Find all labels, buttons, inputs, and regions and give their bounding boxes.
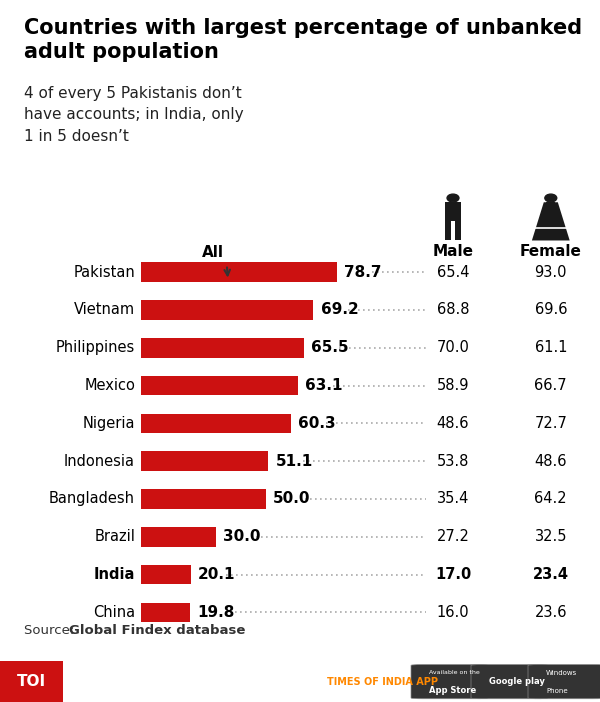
Text: 68.8: 68.8 bbox=[437, 303, 469, 317]
Text: Philippines: Philippines bbox=[56, 340, 135, 355]
Bar bbox=[141, 527, 216, 547]
Text: Male: Male bbox=[433, 244, 473, 259]
Bar bbox=[141, 263, 337, 282]
Text: 35.4: 35.4 bbox=[437, 491, 469, 506]
Text: 63.1: 63.1 bbox=[305, 378, 343, 393]
Circle shape bbox=[447, 194, 459, 202]
Text: Female: Female bbox=[520, 244, 582, 259]
Text: 16.0: 16.0 bbox=[437, 605, 469, 620]
Text: 23.4: 23.4 bbox=[533, 567, 569, 582]
Text: Brazil: Brazil bbox=[94, 529, 135, 544]
Text: India: India bbox=[94, 567, 135, 582]
FancyBboxPatch shape bbox=[411, 665, 488, 698]
Text: Global Findex database: Global Findex database bbox=[69, 623, 245, 637]
FancyBboxPatch shape bbox=[544, 229, 549, 241]
FancyBboxPatch shape bbox=[471, 665, 548, 698]
Text: 48.6: 48.6 bbox=[437, 416, 469, 431]
Circle shape bbox=[545, 194, 557, 202]
Text: All: All bbox=[202, 245, 224, 260]
Text: 17.0: 17.0 bbox=[435, 567, 471, 582]
Text: China: China bbox=[93, 605, 135, 620]
FancyBboxPatch shape bbox=[455, 220, 461, 241]
Text: 23.6: 23.6 bbox=[535, 605, 567, 620]
Text: 65.4: 65.4 bbox=[437, 265, 469, 279]
Text: 65.5: 65.5 bbox=[311, 340, 349, 355]
Text: 4 of every 5 Pakistanis don’t
have accounts; in India, only
1 in 5 doesn’t: 4 of every 5 Pakistanis don’t have accou… bbox=[24, 86, 244, 144]
Text: 30.0: 30.0 bbox=[223, 529, 260, 544]
Text: Phone: Phone bbox=[546, 687, 568, 694]
FancyBboxPatch shape bbox=[445, 220, 451, 241]
Text: 60.3: 60.3 bbox=[298, 416, 336, 431]
Text: 51.1: 51.1 bbox=[275, 453, 313, 469]
Text: Google play: Google play bbox=[489, 677, 545, 686]
Bar bbox=[141, 489, 265, 509]
FancyBboxPatch shape bbox=[547, 202, 555, 221]
Bar bbox=[141, 451, 268, 471]
Text: 70.0: 70.0 bbox=[437, 340, 469, 355]
Text: 69.2: 69.2 bbox=[320, 303, 358, 317]
Text: 66.7: 66.7 bbox=[535, 378, 567, 393]
Text: Available on the: Available on the bbox=[429, 670, 480, 675]
Text: 61.1: 61.1 bbox=[535, 340, 567, 355]
Text: 48.6: 48.6 bbox=[535, 453, 567, 469]
Text: Mexico: Mexico bbox=[84, 378, 135, 393]
Text: 19.8: 19.8 bbox=[197, 605, 235, 620]
Text: FOR MORE  INFOGRAPHICS DOWNLOAD: FOR MORE INFOGRAPHICS DOWNLOAD bbox=[72, 677, 290, 687]
Text: 53.8: 53.8 bbox=[437, 453, 469, 469]
Text: 64.2: 64.2 bbox=[535, 491, 567, 506]
Text: 69.6: 69.6 bbox=[535, 303, 567, 317]
Bar bbox=[141, 376, 298, 395]
Text: Source:: Source: bbox=[24, 623, 79, 637]
Text: Countries with largest percentage of unbanked
adult population: Countries with largest percentage of unb… bbox=[24, 18, 582, 62]
Text: Indonesia: Indonesia bbox=[64, 453, 135, 469]
Text: Vietnam: Vietnam bbox=[74, 303, 135, 317]
Text: 20.1: 20.1 bbox=[198, 567, 236, 582]
Text: 93.0: 93.0 bbox=[535, 265, 567, 279]
Bar bbox=[141, 300, 313, 320]
Text: Bangladesh: Bangladesh bbox=[49, 491, 135, 506]
Bar bbox=[0, 661, 63, 702]
Bar bbox=[141, 564, 191, 584]
Text: 72.7: 72.7 bbox=[535, 416, 567, 431]
Text: 27.2: 27.2 bbox=[437, 529, 469, 544]
Text: 32.5: 32.5 bbox=[535, 529, 567, 544]
Text: Pakistan: Pakistan bbox=[73, 265, 135, 279]
FancyBboxPatch shape bbox=[445, 201, 461, 220]
Bar bbox=[141, 413, 291, 433]
Text: 78.7: 78.7 bbox=[344, 265, 382, 279]
Text: 58.9: 58.9 bbox=[437, 378, 469, 393]
Bar bbox=[141, 338, 304, 357]
Text: 50.0: 50.0 bbox=[272, 491, 310, 506]
Text: Nigeria: Nigeria bbox=[83, 416, 135, 431]
Bar bbox=[141, 602, 190, 622]
Text: TOI: TOI bbox=[17, 674, 46, 689]
FancyBboxPatch shape bbox=[553, 229, 558, 241]
Polygon shape bbox=[532, 202, 570, 241]
Text: App Store: App Store bbox=[429, 686, 476, 695]
Text: TIMES OF INDIA APP: TIMES OF INDIA APP bbox=[327, 677, 438, 687]
Text: Windows: Windows bbox=[546, 670, 577, 676]
FancyBboxPatch shape bbox=[528, 665, 600, 698]
